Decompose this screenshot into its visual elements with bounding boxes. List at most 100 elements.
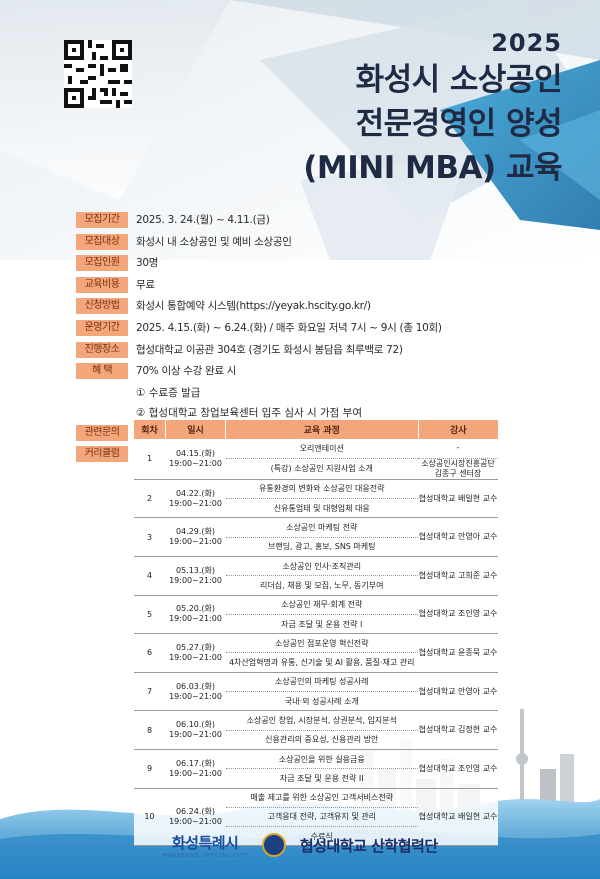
session-date: 04.15.(화) xyxy=(175,448,216,458)
info-value: 무료 xyxy=(136,278,155,291)
session-datetime: 05.27.(화) 19:00~21:00 xyxy=(165,633,226,673)
table-row: 국내·외 성공사례 소개 xyxy=(133,691,498,712)
session-date: 04.22.(화) xyxy=(175,488,216,498)
session-time: 19:00~21:00 xyxy=(169,614,222,624)
info-value: 2025. 3. 24.(월) ~ 4.11.(금) xyxy=(136,214,270,226)
session-time: 19:00~21:00 xyxy=(169,458,222,468)
session-date: 05.20.(화) xyxy=(175,604,216,614)
table-row: 10 06.24.(화) 19:00~21:00 매출 제고를 위한 소상공인 고객서… xyxy=(133,788,498,847)
info-value: 2025. 4.15.(화) ~ 6.24.(화) / 매주 화요일 저녁 7시… xyxy=(136,321,442,334)
session-time: 19:00~21:00 xyxy=(169,691,222,701)
th-datetime: 일시 xyxy=(165,420,226,439)
table-row: 2 04.22.(화) 19:00~21:00 유통환경의 변화와 소상공인 대응전략… xyxy=(133,479,498,519)
session-time: 19:00~21:00 xyxy=(169,816,222,826)
logo1-text: 화성특례시 xyxy=(171,833,239,852)
benefit-item-2: ② 협성대학교 창업보육센터 입주 심사 시 가점 부여 xyxy=(136,406,362,419)
th-course: 교육 과정 xyxy=(225,420,418,439)
course-title: 소상공인 인사·조직관리 xyxy=(225,556,418,577)
course-title: 신유통업태 및 대형업체 대응 xyxy=(225,498,418,519)
course-title: 소상공인을 위한 실용금융 xyxy=(225,749,418,770)
session-date: 05.27.(화) xyxy=(175,642,216,652)
session-date: 05.13.(화) xyxy=(175,565,216,575)
table-row: 리더십, 채용 및 모집, 노무, 동기부여 xyxy=(133,575,498,596)
course-title: 신용관리의 중요성, 신용관리 방안 xyxy=(225,730,418,750)
course-title: 국내·외 성공사례 소개 xyxy=(225,691,418,712)
session-datetime: 05.13.(화) 19:00~21:00 xyxy=(165,556,226,596)
course-title: 소상공인 재무·회계 전략 xyxy=(225,595,418,615)
qr-code-icon[interactable] xyxy=(64,40,132,108)
university-seal-icon xyxy=(261,833,286,857)
apply-link[interactable]: 화성시 통합예약 시스템(https://yeyak.hscity.go.kr/… xyxy=(136,300,371,313)
info-label: 혜 택 xyxy=(76,363,128,380)
instructor: 협성대학교 조인영 교수 xyxy=(418,749,498,789)
table-row: 6 05.27.(화) 19:00~21:00 소상공인 점포운영 혁신전략 협성대학교… xyxy=(133,633,498,673)
course-title: 매출 제고를 위한 소상공인 고객서비스전략 xyxy=(225,788,418,808)
table-row: 5 05.20.(화) 19:00~21:00 소상공인 재무·회계 전략 협성대학교 … xyxy=(133,595,498,635)
session-number: 2 xyxy=(133,479,166,519)
course-title: 소상공인 창업, 시장분석, 상권분석, 입지분석 xyxy=(225,710,418,731)
info-label: 관련문의 xyxy=(76,424,128,441)
table-row: 7 06.03.(화) 19:00~21:00 소상공인의 마케팅 성공사례 협성대학교… xyxy=(133,672,498,712)
session-datetime: 06.03.(화) 19:00~21:00 xyxy=(165,672,226,712)
info-row-schedule: 운영기간 2025. 4.15.(화) ~ 6.24.(화) / 매주 화요일 … xyxy=(76,318,546,340)
session-time: 19:00~21:00 xyxy=(169,652,222,662)
session-time: 19:00~21:00 xyxy=(169,575,222,585)
session-number: 3 xyxy=(133,517,166,557)
instructor: 협성대학교 안영아 교수 xyxy=(418,672,498,712)
course-title: 4차산업혁명과 유통, 신기술 및 AI 활용, 품질·재고 관리 xyxy=(225,652,418,673)
course-title: 소상공인의 마케팅 성공사례 xyxy=(225,672,418,693)
course-title: 오리엔테이션 xyxy=(225,439,418,459)
session-date: 04.29.(화) xyxy=(175,527,216,537)
curriculum-body: 1 04.15.(화) 19:00~21:00 오리엔테이션 - (특강) 소상공인 지원… xyxy=(133,439,498,847)
logo1-subtext: HWASEONG SPECIAL CITY xyxy=(162,852,248,859)
table-row: 자금 조달 및 운용 전략 II xyxy=(133,768,498,789)
info-row-apply: 신청방법 화성시 통합예약 시스템(https://yeyak.hscity.g… xyxy=(76,296,546,318)
info-label: 신청방법 xyxy=(76,298,128,315)
session-number: 7 xyxy=(133,672,166,712)
session-number: 10 xyxy=(133,788,166,847)
course-title: 리더십, 채용 및 모집, 노무, 동기부여 xyxy=(225,575,418,596)
instructor: 협성대학교 안영아 교수 xyxy=(418,517,498,557)
hwaseong-city-logo: 화성특례시 HWASEONG SPECIAL CITY xyxy=(162,832,248,859)
table-row: 신유통업태 및 대형업체 대응 xyxy=(133,498,498,519)
title-year: 2025 xyxy=(491,29,562,57)
info-label: 진행장소 xyxy=(76,341,128,358)
session-number: 4 xyxy=(133,556,166,596)
session-datetime: 04.22.(화) 19:00~21:00 xyxy=(165,479,226,519)
session-datetime: 05.20.(화) 19:00~21:00 xyxy=(165,595,226,635)
table-row: 고객응대 전략, 고객유지 및 관리 xyxy=(133,807,498,828)
info-value: 협성대학교 이공관 304호 (경기도 화성시 봉담읍 최루백로 72) xyxy=(136,343,403,356)
session-number: 9 xyxy=(133,749,166,789)
info-label: 모집대상 xyxy=(76,233,128,250)
session-datetime: 06.10.(화) 19:00~21:00 xyxy=(165,710,226,750)
benefit-item-1: ① 수료증 발급 xyxy=(136,386,201,399)
info-value: 화성시 내 소상공인 및 예비 소상공인 xyxy=(136,235,292,248)
session-datetime: 06.24.(화) 19:00~21:00 xyxy=(165,788,226,847)
instructor: 협성대학교 배일현 교수 xyxy=(418,479,498,519)
th-session-no: 회차 xyxy=(133,420,166,439)
footer-logos: 화성특례시 HWASEONG SPECIAL CITY 협성대학교 산학협력단 xyxy=(0,825,600,865)
session-datetime: 06.17.(화) 19:00~21:00 xyxy=(165,749,226,789)
title-line-1: 화성시 소상공인 xyxy=(355,62,563,98)
course-title: (특강) 소상공인 지원사업 소개 xyxy=(225,458,418,480)
table-row: 자금 조달 및 운용 전략 I xyxy=(133,614,498,635)
course-title: 유통환경의 변화와 소상공인 대응전략 xyxy=(225,479,418,500)
info-value: 70% 이상 수강 완료 시 xyxy=(136,365,237,378)
session-datetime: 04.29.(화) 19:00~21:00 xyxy=(165,517,226,557)
logo2-dept: 산학협력단 xyxy=(366,836,438,855)
instructor: 소상공인시장진흥공단 김종구 센터장 xyxy=(418,458,498,480)
info-label: 커리큘럼 xyxy=(76,446,128,463)
university-logo-text: 협성대학교 산학협력단 xyxy=(300,835,438,856)
course-title: 소상공인 점포운영 혁신전략 xyxy=(225,633,418,654)
th-instructor: 강사 xyxy=(417,420,498,439)
course-title: 소상공인 마케팅 전략 xyxy=(225,517,418,538)
info-row-cost: 교육비용 무료 xyxy=(76,275,546,297)
curriculum-table: 회차 일시 교육 과정 강사 1 04.15.(화) 19:00~21:00 오리엔테… xyxy=(133,420,498,847)
session-date: 06.03.(화) xyxy=(175,681,216,691)
session-datetime: 04.15.(화) 19:00~21:00 xyxy=(165,439,226,480)
info-label: 운영기간 xyxy=(76,319,128,336)
title-line-2: 전문경영인 양성 xyxy=(355,106,563,142)
table-row: 1 04.15.(화) 19:00~21:00 오리엔테이션 - xyxy=(133,439,498,480)
poster-title: 2025 화성시 소상공인 전문경영인 양성 (MINI MBA) 교육 xyxy=(303,28,562,190)
title-line-3: (MINI MBA) 교육 xyxy=(303,150,562,186)
